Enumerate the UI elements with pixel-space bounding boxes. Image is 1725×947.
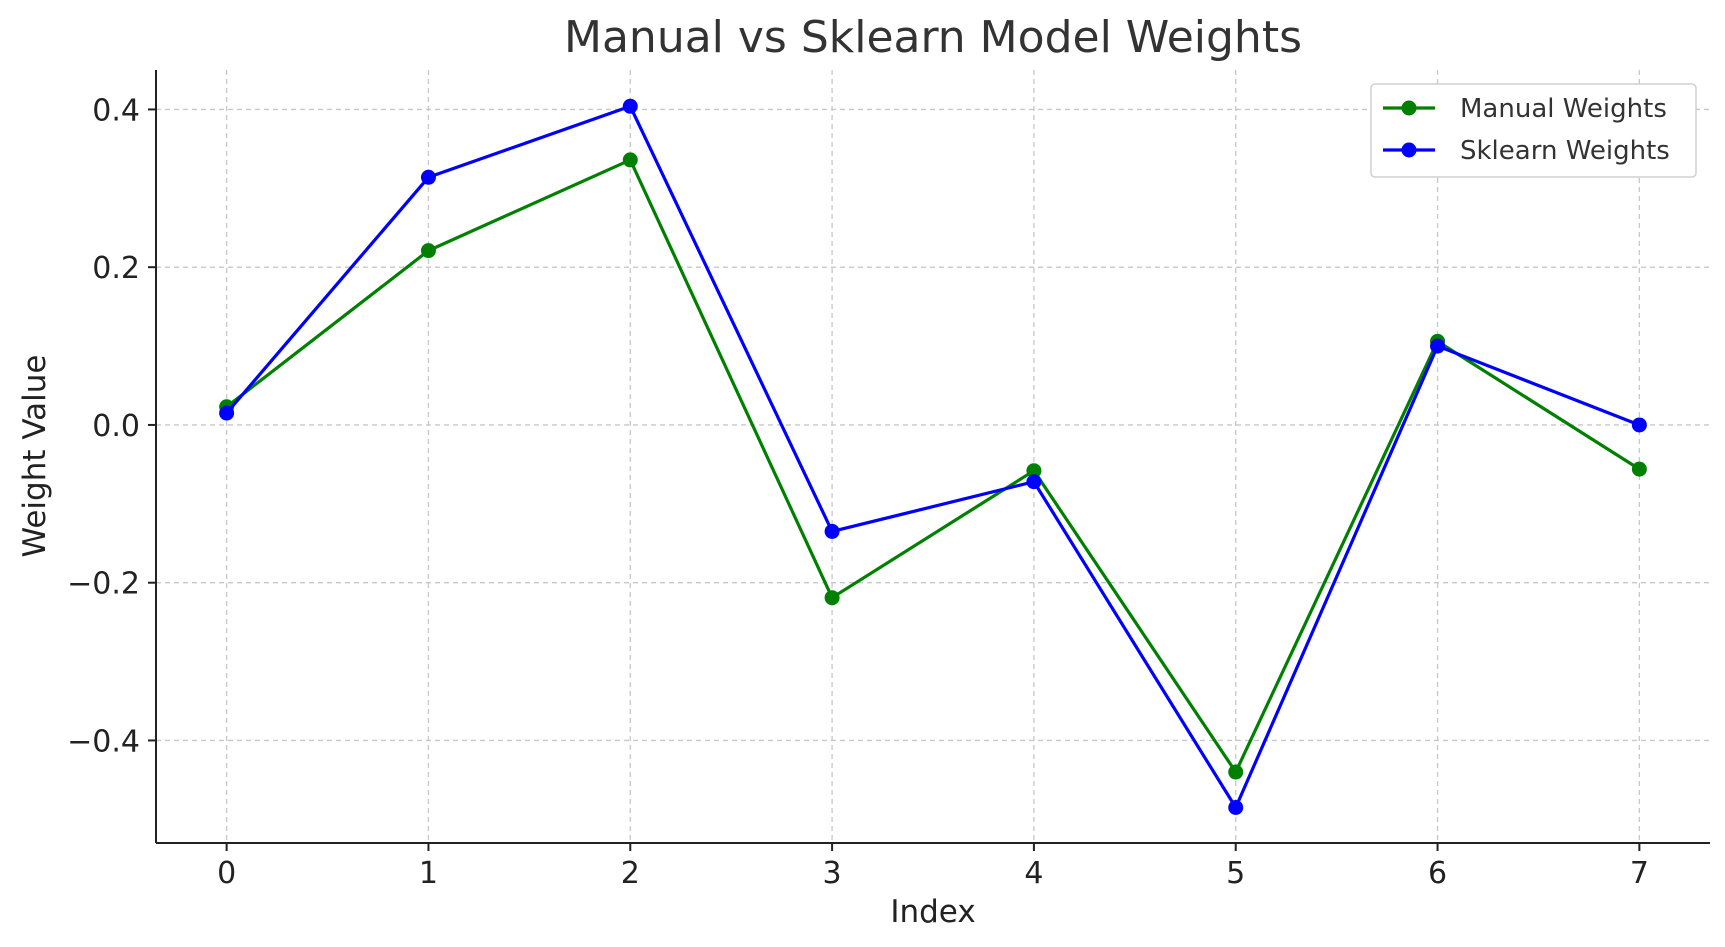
legend-box	[1370, 83, 1697, 178]
legend: Manual Weights Sklearn Weights	[1370, 83, 1697, 178]
series-manual-weights	[219, 152, 1647, 780]
y-axis-title: Weight Value	[17, 355, 53, 558]
x-tick-label: 2	[621, 856, 640, 891]
y-tick-label: 0.4	[92, 93, 140, 128]
x-tick-label: 1	[419, 856, 438, 891]
x-tick-label: 3	[823, 856, 842, 891]
legend-marker	[1401, 100, 1417, 116]
data-point	[1631, 461, 1647, 477]
legend-item: Sklearn Weights	[1383, 136, 1670, 166]
y-tick-label: 0.2	[92, 251, 140, 286]
data-point	[1631, 417, 1647, 433]
x-tick-label: 4	[1024, 856, 1043, 891]
series	[219, 98, 1647, 816]
legend-label: Sklearn Weights	[1460, 136, 1670, 166]
data-point	[1228, 800, 1244, 816]
x-tick-label: 6	[1428, 856, 1447, 891]
legend-label: Manual Weights	[1460, 94, 1667, 124]
data-point	[824, 590, 840, 606]
series-line	[225, 104, 1640, 810]
data-point	[219, 405, 235, 421]
data-point	[1026, 474, 1042, 490]
axes	[155, 70, 1710, 844]
y-tick-label: −0.4	[67, 724, 140, 759]
data-point	[1228, 764, 1244, 780]
grid	[156, 70, 1710, 843]
x-axis-title: Index	[890, 894, 975, 930]
data-point	[622, 152, 638, 168]
x-tick-label: 7	[1630, 856, 1649, 891]
y-tick-label: −0.2	[67, 567, 140, 602]
data-point	[824, 523, 840, 539]
data-point	[622, 98, 638, 114]
data-point	[1026, 463, 1042, 479]
data-point	[1430, 338, 1446, 354]
data-point	[420, 243, 436, 259]
series-sklearn-weights	[219, 98, 1647, 816]
chart-title: Manual vs Sklearn Model Weights	[564, 12, 1302, 63]
legend-item: Manual Weights	[1383, 94, 1667, 124]
legend-marker	[1401, 142, 1417, 158]
ticks: 0 1 2 3 4 5 6 7 0.4 0.2 0.0 −0.2 −0.4	[67, 93, 1649, 891]
series-line	[225, 158, 1641, 774]
x-tick-label: 0	[217, 856, 236, 891]
y-tick-label: 0.0	[92, 409, 140, 444]
data-point	[420, 169, 436, 185]
x-tick-label: 5	[1226, 856, 1245, 891]
